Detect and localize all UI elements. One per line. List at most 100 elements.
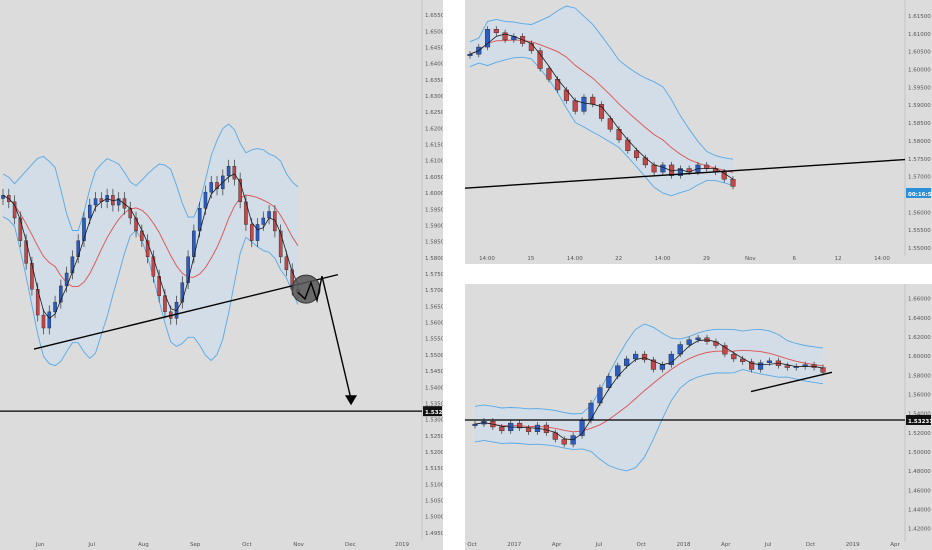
y-tick-label: 1.58500 [908,121,931,127]
x-tick-label: Dec [345,542,356,548]
y-tick-label: 1.52500 [425,434,443,440]
candle-body [543,424,549,433]
candle-body [70,256,75,274]
x-tick-label: Apr [721,542,731,548]
candle-body [561,439,567,445]
candle-body [284,256,289,270]
candle-body [502,32,508,41]
price-tag-label: 00:16:50 [908,192,932,198]
y-tick-label: 1.52000 [908,431,931,437]
top-right-chart[interactable]: 1.61500 1.61000 1.60500 1.60000 1.59500 1.590… [465,0,932,264]
candle-body [581,96,587,112]
candle-body [93,198,98,206]
fast-price-line [2,173,299,319]
y-tick-label: 1.50500 [425,499,443,505]
y-tick-label: 1.63500 [425,78,443,84]
moving-average-line [474,349,824,433]
y-tick-label: 1.59000 [425,223,443,229]
y-tick-label: 1.61500 [908,14,931,20]
candle-body [721,171,727,180]
y-tick-label: 1.50000 [908,450,931,456]
candle-body [607,118,613,130]
candle-body [267,211,271,219]
x-tick-label: 12 [835,256,842,262]
y-tick-label: 1.55000 [908,246,931,252]
candle-body [472,423,478,426]
y-tick-label: 1.53000 [425,418,443,424]
x-tick-label: Jun [35,542,45,548]
candle-body [590,96,596,105]
candle-body [537,50,543,69]
y-tick-label: 1.58500 [425,240,443,246]
x-tick-label: Oct [636,542,646,548]
y-tick-label: 1.63000 [425,94,443,100]
candle-body [686,339,692,345]
y-tick-label: 1.57000 [425,288,443,294]
x-tick-label: 14:00 [655,256,671,262]
candle-body [186,256,190,283]
trendline [33,273,339,350]
candle-body [517,422,523,429]
candle-body [757,362,764,370]
candle-body [634,150,640,158]
y-tick-label: 1.48000 [908,469,931,475]
y-tick-label: 1.55000 [425,353,443,359]
projection-arrowhead [345,395,357,406]
y-tick-label: 1.59500 [425,207,443,213]
candle-body [232,165,237,180]
candle-body [572,100,578,112]
candle-body [588,402,594,421]
candle-body [88,204,92,219]
candle-body [650,359,657,370]
trendline [465,158,906,189]
candle-body [134,217,138,232]
x-tick-label: 14:00 [567,256,583,262]
candle-body [606,375,612,388]
top-right-chart-panel[interactable]: 1.61500 1.61000 1.60500 1.60000 1.59500 1.590… [465,0,932,264]
bottom-right-chart[interactable]: 1.66000 1.64000 1.62000 1.60000 1.58000 1.560… [465,284,932,550]
price-tag-box [423,406,442,417]
candle-body [226,165,231,177]
fast-price-line [474,339,824,441]
candle-body [273,211,277,232]
candle-body [528,43,534,51]
candle-body [499,426,505,432]
candle-body [180,282,185,303]
price-tag-box [906,414,931,425]
candle-body [651,164,657,173]
trendline [750,371,833,393]
candle-body [209,182,213,193]
bollinger-upper-band [2,123,299,231]
moving-average-line [2,194,299,288]
price-tag-box [906,188,931,198]
candle-body [140,230,144,241]
y-tick-label: 1.60500 [425,175,443,181]
y-tick-label: 1.65000 [425,29,443,35]
candle-body [215,182,219,190]
candle-body [467,54,473,56]
x-tick-label: 2017 [507,542,521,548]
candle-body [122,198,127,209]
y-tick-label: 1.64500 [425,45,443,51]
candle-body [18,217,23,241]
candle-body [766,360,773,363]
left-chart-panel[interactable]: 1.65500 1.65000 1.64500 1.64000 1.63500 1.630… [0,0,443,550]
left-chart[interactable]: 1.65500 1.65000 1.64500 1.64000 1.63500 1.630… [0,0,443,550]
y-tick-label: 1.44000 [908,507,931,513]
y-tick-label: 1.59000 [908,103,931,109]
x-tick-label: 2018 [677,542,691,548]
y-tick-label: 1.60500 [908,50,931,56]
x-tick-label: 22 [615,256,622,262]
bottom-right-chart-panel[interactable]: 1.66000 1.64000 1.62000 1.60000 1.58000 1.560… [465,284,932,550]
x-tick-label: Jul [87,542,95,548]
y-tick-label: 1.60000 [425,191,443,197]
candle-body [493,29,499,33]
x-tick-label: 2019 [846,542,860,548]
x-tick-label: Apr [890,542,900,548]
x-tick-label: Jul [764,542,772,548]
projection-path [297,276,352,400]
y-tick-label: 1.56000 [908,210,931,216]
price-tag-label: 1.53231 [425,410,443,416]
candle-body [740,358,746,363]
candle-body [624,358,630,366]
